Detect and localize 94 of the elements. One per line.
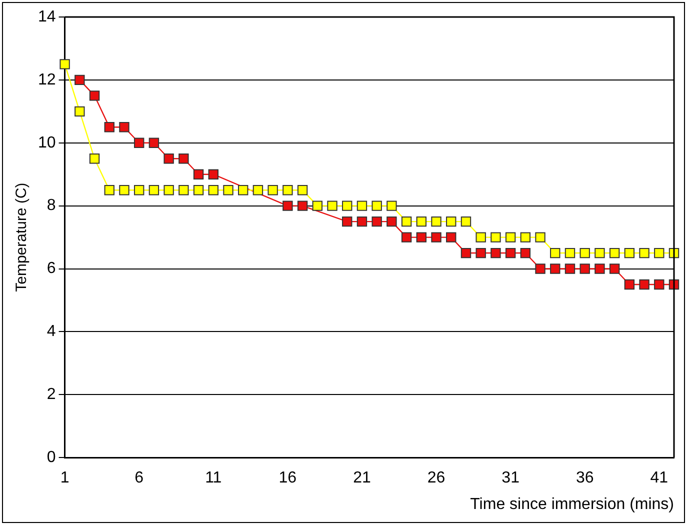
point: [372, 216, 382, 227]
x-tick-label: 36: [576, 470, 594, 487]
point: [535, 232, 546, 242]
point: [609, 264, 620, 274]
point: [252, 184, 264, 196]
y-tick-label: 14: [38, 8, 56, 26]
point: [460, 216, 472, 227]
point: [134, 184, 144, 196]
point: [609, 248, 620, 258]
point: [282, 184, 293, 196]
point: [476, 248, 486, 258]
point: [446, 216, 456, 227]
point: [134, 138, 144, 148]
point: [148, 138, 160, 148]
point: [104, 184, 114, 196]
point: [386, 216, 397, 227]
point: [401, 216, 412, 227]
point: [282, 200, 293, 211]
y-axis-title: Temperature (C): [13, 182, 30, 292]
point: [119, 122, 130, 132]
point: [431, 232, 442, 242]
point: [178, 184, 189, 196]
point: [386, 200, 397, 211]
point: [490, 248, 501, 258]
point: [520, 232, 531, 242]
y-tick-label: 6: [46, 260, 56, 278]
y-tick-label: 4: [46, 323, 56, 340]
point: [550, 264, 560, 274]
point: [223, 184, 234, 196]
point: [639, 248, 650, 258]
point: [74, 106, 85, 117]
point: [401, 232, 412, 242]
point: [654, 248, 664, 258]
y-tick-label: 12: [38, 71, 56, 88]
point: [580, 264, 590, 274]
point: [416, 232, 426, 242]
point: [580, 248, 590, 258]
point: [164, 184, 174, 196]
point: [490, 232, 501, 242]
point: [594, 264, 605, 274]
point: [476, 232, 486, 242]
point: [356, 216, 368, 227]
point: [342, 216, 352, 227]
x-tick-label: 41: [650, 470, 668, 487]
y-tick-label: 0: [46, 449, 56, 466]
point: [193, 169, 204, 180]
point: [342, 200, 352, 211]
point: [60, 59, 70, 70]
point: [104, 122, 114, 132]
point: [564, 264, 576, 274]
point: [297, 184, 308, 196]
point: [164, 154, 174, 164]
point: [624, 279, 635, 290]
point: [297, 200, 308, 211]
x-tick-label: 6: [134, 470, 144, 487]
x-tick-label: 21: [353, 470, 371, 487]
x-tick-label: 1: [60, 470, 70, 487]
point: [654, 279, 664, 290]
point: [312, 200, 322, 211]
point: [520, 248, 531, 258]
point: [208, 184, 218, 196]
point: [178, 154, 189, 164]
point: [193, 184, 204, 196]
y-tick-label: 10: [38, 134, 56, 152]
point: [372, 200, 382, 211]
point: [356, 200, 368, 211]
point: [535, 264, 546, 274]
point: [505, 232, 516, 242]
point: [89, 154, 100, 164]
point: [327, 200, 338, 211]
point: [268, 184, 278, 196]
point: [119, 184, 130, 196]
point: [89, 90, 100, 101]
point: [416, 216, 426, 227]
point: [505, 248, 516, 258]
x-tick-label: 26: [427, 470, 446, 487]
y-tick-label: 2: [46, 386, 56, 404]
point: [594, 248, 605, 258]
point: [74, 74, 85, 86]
x-axis-title: Time since immersion (mins): [470, 496, 674, 513]
x-tick-label: 16: [278, 470, 297, 487]
x-tick-label: 11: [205, 470, 222, 487]
point: [446, 232, 456, 242]
y-tick-label: 8: [46, 197, 56, 214]
point: [639, 279, 650, 290]
point: [550, 248, 560, 258]
point: [208, 169, 218, 180]
point: [460, 248, 472, 258]
point: [148, 184, 160, 196]
point: [431, 216, 442, 227]
point: [624, 248, 635, 258]
point: [238, 184, 248, 196]
point: [564, 248, 576, 258]
x-tick-label: 31: [502, 470, 520, 487]
